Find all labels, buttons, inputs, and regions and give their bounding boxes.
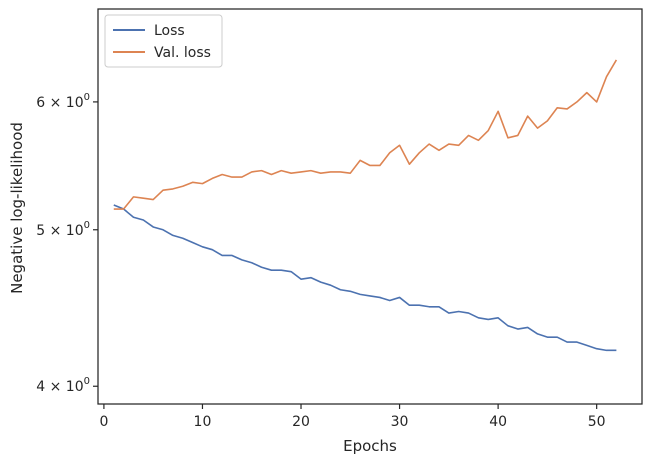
x-tick-label: 50 <box>588 414 606 430</box>
y-tick-label: 5 × 100 <box>36 220 90 239</box>
y-axis-label: Negative log-likelihood <box>8 122 26 294</box>
series-line-loss <box>113 204 617 352</box>
y-axis: 4 × 100 5 × 100 6 × 100 <box>36 92 98 395</box>
x-tick-label: 30 <box>391 414 409 430</box>
legend: Loss Val. loss <box>104 14 223 68</box>
x-tick-label: 10 <box>194 414 212 430</box>
series-line-val-loss <box>113 59 618 210</box>
x-tick-label: 40 <box>489 414 507 430</box>
legend-label-val-loss: Val. loss <box>154 45 211 61</box>
legend-box <box>104 14 223 68</box>
x-axis-label: Epochs <box>343 437 397 455</box>
legend-label-loss: Loss <box>154 23 185 39</box>
x-tick-label: 0 <box>99 414 108 430</box>
y-tick-label: 4 × 100 <box>36 376 90 395</box>
x-tick-label: 20 <box>292 414 310 430</box>
plot-frame <box>97 8 643 405</box>
y-tick-label: 6 × 100 <box>36 92 90 111</box>
x-axis: 0 10 20 30 40 50 <box>99 404 606 430</box>
series-layer <box>113 59 618 352</box>
